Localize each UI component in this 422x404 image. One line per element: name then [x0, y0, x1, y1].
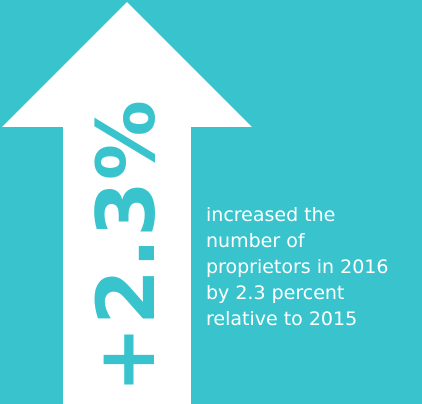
stat-value: +2.3% [80, 99, 173, 393]
up-arrow-icon [2, 2, 252, 404]
caption-line: number of [206, 230, 305, 252]
caption-line: increased the [206, 204, 336, 226]
caption-line: by 2.3 percent [206, 282, 345, 304]
caption: increased the number of proprietors in 2… [206, 202, 420, 332]
caption-line: proprietors in 2016 [206, 256, 389, 278]
caption-line: relative to 2015 [206, 308, 358, 330]
